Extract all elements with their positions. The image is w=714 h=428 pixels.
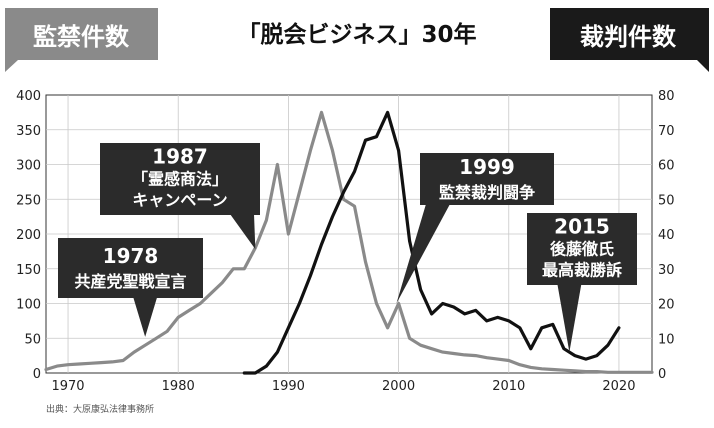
x-tick-label: 2000 xyxy=(382,379,415,394)
series-line-court-cases xyxy=(242,110,621,375)
y-right-tick-label: 40 xyxy=(658,228,675,243)
annotation-year: 1987 xyxy=(152,145,208,169)
y-left-tick-label: 0 xyxy=(33,367,41,382)
annotation-year: 2015 xyxy=(554,215,610,239)
x-tick-label: 1970 xyxy=(51,379,84,394)
series-line-confinement-cases xyxy=(44,110,654,374)
y-right-tick-label: 30 xyxy=(658,263,675,278)
x-tick-label: 2020 xyxy=(602,379,635,394)
annotation-pointer xyxy=(230,214,256,250)
y-right-tick-label: 80 xyxy=(658,89,675,104)
y-left-tick-label: 400 xyxy=(16,89,41,104)
x-tick-label: 1980 xyxy=(162,379,195,394)
right-axis-label: 裁判件数 xyxy=(580,23,677,51)
y-right-tick-label: 0 xyxy=(658,367,666,382)
annotation-box xyxy=(420,153,554,205)
annotation-box xyxy=(58,238,203,298)
annotation-pointer xyxy=(557,284,582,353)
y-left-tick-label: 250 xyxy=(16,193,41,208)
annotation-text: 後藤徹氏 xyxy=(550,240,614,259)
annotation-year: 1999 xyxy=(459,155,515,179)
annotation-text: キャンペーン xyxy=(132,191,227,210)
y-left-tick-label: 50 xyxy=(24,332,41,347)
chart-title: 「脱会ビジネス」30年 xyxy=(237,21,476,48)
y-right-tick-label: 50 xyxy=(658,193,675,208)
annotation-box xyxy=(527,213,637,285)
y-left-tick-label: 350 xyxy=(16,124,41,139)
annotation-box xyxy=(100,143,260,215)
y-right-tick-label: 20 xyxy=(658,298,675,313)
y-right-tick-label: 10 xyxy=(658,332,675,347)
x-tick-label: 1990 xyxy=(272,379,305,394)
y-left-tick-label: 150 xyxy=(16,263,41,278)
annotation-year: 1978 xyxy=(103,244,159,268)
annotation-text: 「霊感商法」 xyxy=(132,170,228,189)
source-note: 出典：大原康弘法律事務所 xyxy=(46,403,154,415)
y-left-tick-label: 200 xyxy=(16,228,41,243)
annotation-text: 最高裁勝訴 xyxy=(542,261,622,280)
y-left-tick-label: 100 xyxy=(16,298,41,313)
x-tick-label: 2010 xyxy=(492,379,525,394)
y-right-tick-label: 60 xyxy=(658,159,675,174)
annotation-pointer xyxy=(396,204,450,304)
left-axis-badge xyxy=(5,8,158,72)
annotation-text: 共産党聖戦宣言 xyxy=(74,272,186,291)
left-axis-label: 監禁件数 xyxy=(33,23,130,51)
annotation-text: 監禁裁判闘争 xyxy=(439,183,535,202)
y-right-tick-label: 70 xyxy=(658,124,675,139)
right-axis-badge xyxy=(550,8,709,72)
y-left-tick-label: 300 xyxy=(16,159,41,174)
annotation-pointer xyxy=(133,297,158,337)
